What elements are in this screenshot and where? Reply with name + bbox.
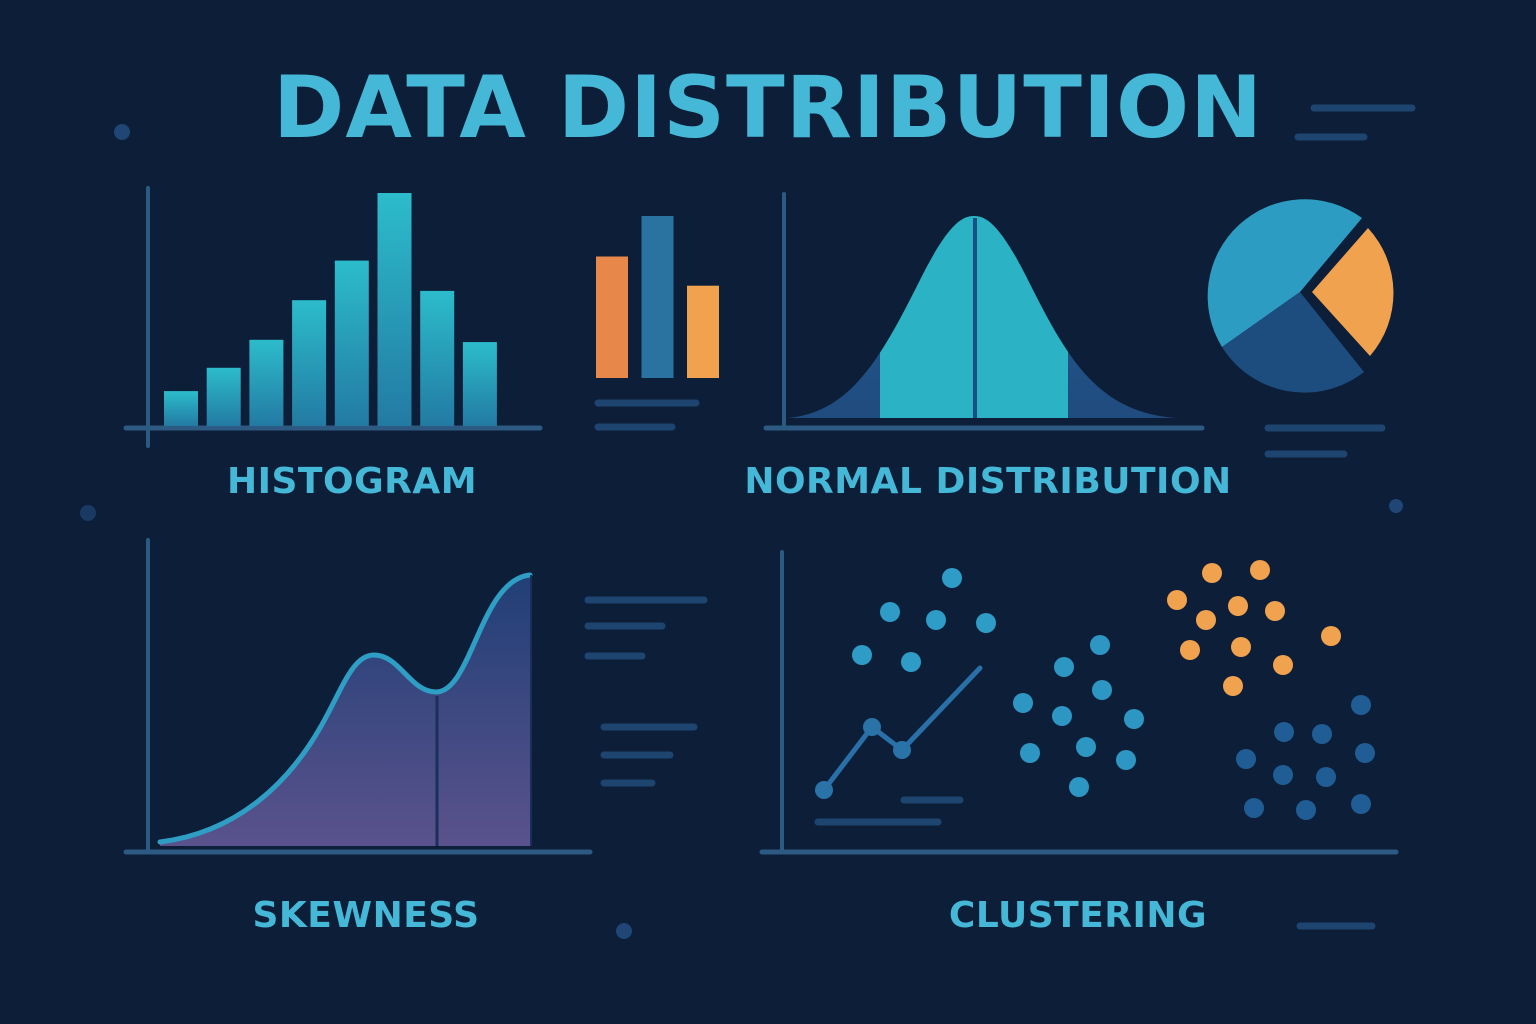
clustering-chart bbox=[759, 550, 1399, 855]
cluster-point bbox=[1167, 590, 1187, 610]
skewness-curve bbox=[157, 572, 533, 845]
page-title: DATA DISTRIBUTION bbox=[272, 58, 1264, 158]
cluster-point bbox=[1351, 794, 1371, 814]
cluster-point bbox=[1092, 680, 1112, 700]
cluster-point bbox=[1076, 737, 1096, 757]
decorative-lines bbox=[584, 104, 1416, 930]
normal-chart bbox=[763, 192, 1205, 431]
cluster-point bbox=[1273, 655, 1293, 675]
cluster-teal-2 bbox=[1013, 635, 1144, 797]
decor-dot bbox=[1389, 499, 1403, 513]
pie-slice-teal bbox=[1207, 199, 1362, 347]
cluster-point bbox=[1196, 610, 1216, 630]
cluster-point bbox=[1090, 635, 1110, 655]
cluster-point bbox=[1228, 596, 1248, 616]
cluster-point bbox=[1052, 706, 1072, 726]
skewness-chart bbox=[123, 538, 593, 855]
side-bar-chart bbox=[596, 216, 719, 378]
bell-tail-right bbox=[1068, 216, 1176, 418]
bell-curve bbox=[788, 216, 1176, 418]
cluster-point bbox=[1223, 676, 1243, 696]
cluster-point bbox=[1054, 657, 1074, 677]
histogram-label: HISTOGRAM bbox=[226, 461, 478, 502]
pie-slice-navy bbox=[1222, 292, 1364, 393]
histogram-bar bbox=[334, 260, 369, 426]
cluster-point bbox=[1351, 695, 1371, 715]
side-bar bbox=[641, 216, 674, 378]
skewness-label: SKEWNESS bbox=[252, 895, 480, 936]
cluster-point bbox=[1250, 560, 1270, 580]
cluster-point bbox=[1231, 637, 1251, 657]
pie-slice-orange bbox=[1312, 228, 1394, 356]
cluster-point bbox=[1265, 601, 1285, 621]
cluster-point bbox=[1244, 798, 1264, 818]
histogram-bar bbox=[164, 391, 198, 426]
trend-point bbox=[863, 718, 881, 736]
cluster-point bbox=[1273, 765, 1293, 785]
cluster-point bbox=[1316, 767, 1336, 787]
trend-point bbox=[815, 781, 833, 799]
cluster-point bbox=[880, 602, 900, 622]
trend-line bbox=[815, 665, 983, 799]
cluster-point bbox=[1274, 722, 1294, 742]
skewness-area bbox=[160, 575, 530, 846]
cluster-point bbox=[1013, 693, 1033, 713]
cluster-point bbox=[901, 652, 921, 672]
normal-distribution-label: NORMAL DISTRIBUTION bbox=[744, 461, 1232, 502]
side-bar bbox=[687, 285, 719, 378]
cluster-point bbox=[1355, 743, 1375, 763]
cluster-point bbox=[926, 610, 946, 630]
cluster-point bbox=[1312, 724, 1332, 744]
histogram-bar bbox=[420, 290, 455, 426]
cluster-orange bbox=[1167, 560, 1341, 696]
decorative-dots bbox=[80, 124, 1403, 939]
pie-chart bbox=[1207, 199, 1394, 393]
side-bar bbox=[596, 256, 628, 378]
cluster-teal-1 bbox=[852, 568, 996, 672]
trend-polyline bbox=[821, 665, 983, 793]
histogram-bar bbox=[206, 367, 241, 427]
cluster-point bbox=[976, 613, 996, 633]
histogram-bar bbox=[462, 342, 497, 426]
cluster-point bbox=[1116, 750, 1136, 770]
histogram-bar bbox=[249, 339, 284, 426]
histogram-bar bbox=[377, 193, 412, 426]
histogram-bar bbox=[292, 300, 327, 426]
cluster-point bbox=[1202, 563, 1222, 583]
cluster-point bbox=[1069, 777, 1089, 797]
cluster-point bbox=[1321, 626, 1341, 646]
histogram-chart bbox=[123, 186, 543, 448]
cluster-point bbox=[852, 645, 872, 665]
decor-dot bbox=[616, 923, 632, 939]
clustering-label: CLUSTERING bbox=[948, 895, 1208, 936]
cluster-point bbox=[942, 568, 962, 588]
cluster-point bbox=[1180, 640, 1200, 660]
cluster-point bbox=[1020, 743, 1040, 763]
bell-tail-left bbox=[788, 216, 880, 418]
trend-point bbox=[893, 741, 911, 759]
decor-dot bbox=[80, 505, 96, 521]
cluster-point bbox=[1296, 800, 1316, 820]
decor-dot bbox=[114, 124, 130, 140]
cluster-point bbox=[1124, 709, 1144, 729]
cluster-navy bbox=[1236, 695, 1375, 820]
cluster-point bbox=[1236, 749, 1256, 769]
